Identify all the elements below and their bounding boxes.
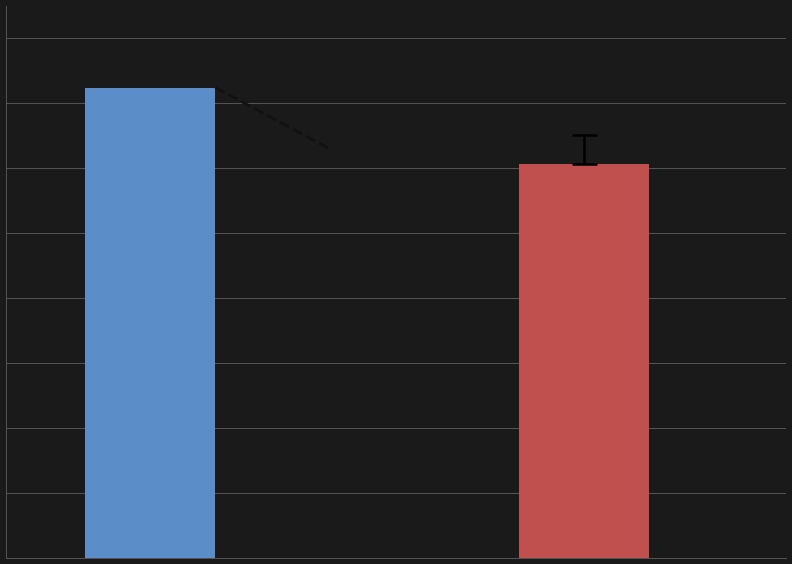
Bar <box>85 87 215 558</box>
Bar <box>519 164 649 558</box>
